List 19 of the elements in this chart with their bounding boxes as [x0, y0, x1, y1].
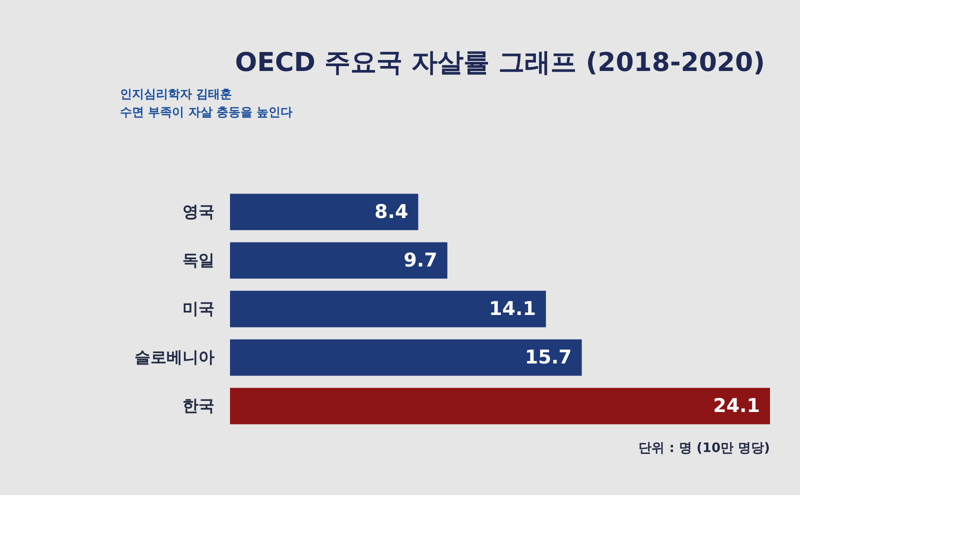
y-tick-label: 슬로베니아	[134, 348, 214, 367]
chart-title: OECD 주요국 자살률 그래프 (2018-2020)	[234, 48, 766, 78]
text: 수면 부족이 자살 충동을 높인다	[120, 105, 293, 119]
bar	[230, 242, 448, 279]
data-label: 15.7	[524, 346, 572, 369]
data-label: 8.4	[374, 200, 408, 223]
text: 인지심리학자 김태훈	[120, 87, 232, 101]
text: 단위 : 명 (10만 명당)	[638, 441, 770, 456]
bar	[230, 388, 770, 424]
bar	[230, 194, 418, 230]
bar	[230, 339, 582, 376]
bar	[230, 290, 546, 328]
data-label: 24.1	[713, 395, 760, 418]
y-tick-label: 영국	[182, 202, 214, 221]
y-tick-label: 한국	[182, 396, 214, 416]
data-label: 9.7	[404, 249, 438, 272]
y-tick-label: 독일	[182, 250, 214, 270]
y-tick-label: 미국	[182, 299, 214, 318]
data-label: 14.1	[489, 298, 536, 320]
